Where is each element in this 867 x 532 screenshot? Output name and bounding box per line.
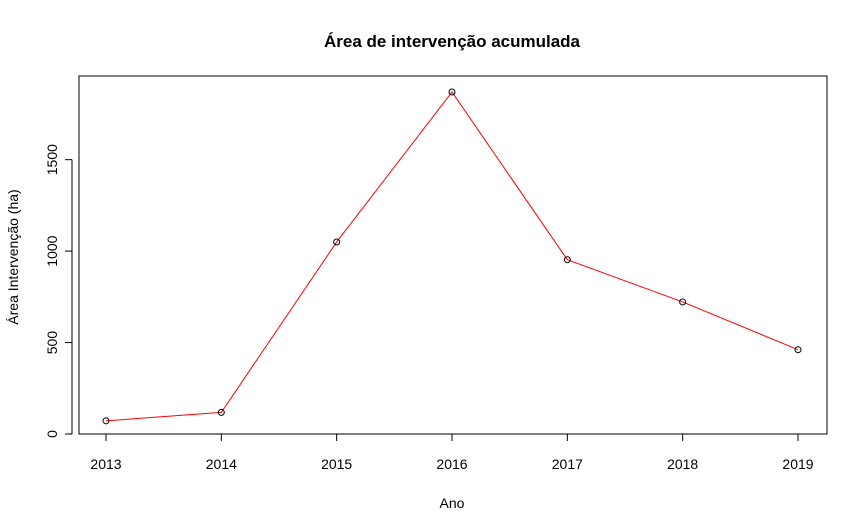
y-tick-label: 1500 [44, 144, 60, 175]
x-axis: 2013 2014 2015 2016 2017 2018 2019 [90, 433, 814, 472]
x-tick-label: 2016 [436, 456, 467, 472]
y-axis: 0 500 1000 1500 [44, 144, 73, 438]
data-point [448, 88, 456, 96]
x-axis-label: Ano [440, 495, 465, 511]
data-point [679, 298, 687, 306]
series-line [105, 91, 799, 422]
data-point [217, 408, 225, 416]
chart-title: Área de intervenção acumulada [324, 32, 581, 51]
x-tick-label: 2018 [667, 456, 698, 472]
x-tick-label: 2015 [321, 456, 352, 472]
x-tick-label: 2013 [90, 456, 121, 472]
y-tick-label: 500 [44, 331, 60, 355]
x-tick-label: 2014 [206, 456, 237, 472]
x-tick-label: 2019 [782, 456, 813, 472]
data-point [794, 346, 802, 354]
y-tick-label: 0 [44, 430, 60, 438]
y-axis-label: Área Intervenção (ha) [5, 189, 21, 324]
series-layer [102, 88, 802, 425]
x-tick-label: 2017 [552, 456, 583, 472]
plot-frame [78, 75, 828, 435]
data-point [333, 238, 341, 246]
y-tick-label: 1000 [44, 235, 60, 266]
data-point [563, 256, 571, 264]
data-point [102, 417, 110, 425]
